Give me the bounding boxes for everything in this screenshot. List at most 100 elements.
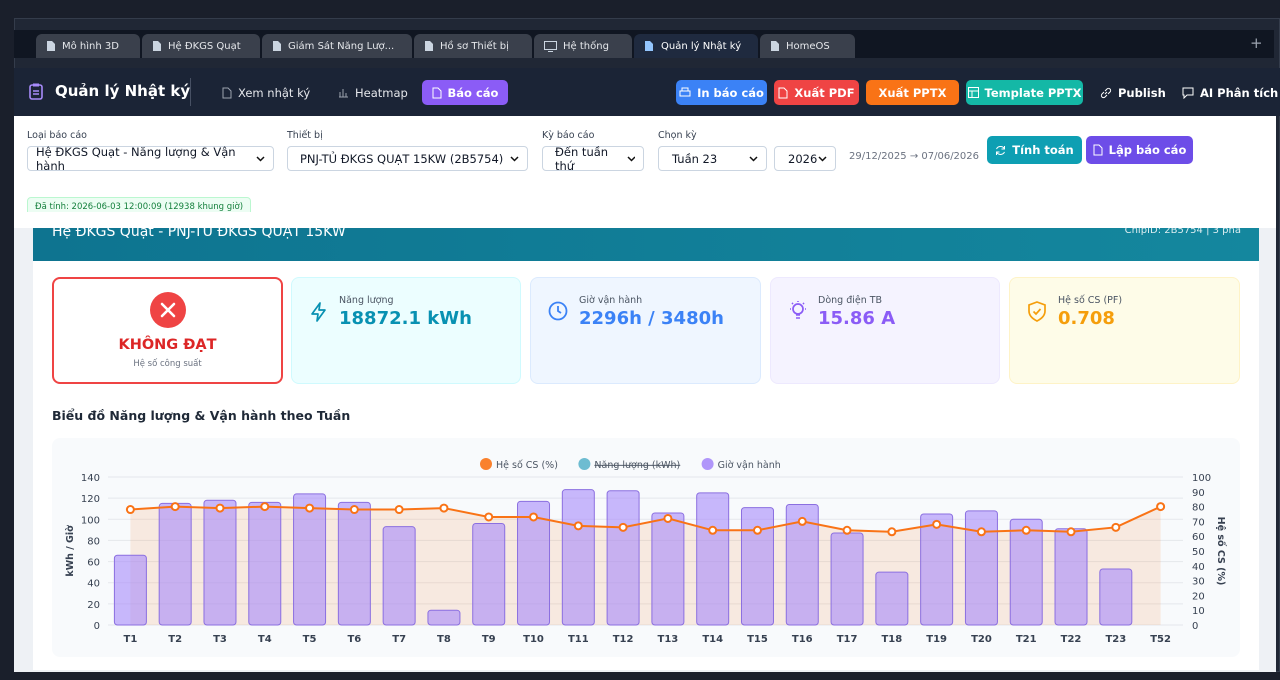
y2-tick-label: 60	[1192, 532, 1205, 543]
line-point	[439, 503, 449, 513]
select-value: Hệ ĐKGS Quạt - Năng lượng & Vận hành	[36, 144, 236, 173]
y2-tick-label: 40	[1192, 562, 1205, 573]
publish-button[interactable]: Publish	[1100, 80, 1166, 105]
select[interactable]: PNJ-TỦ ĐKGS QUẠT 15KW (2B5754)	[287, 146, 528, 171]
kpi-value: 15.86 A	[818, 308, 896, 329]
separator	[190, 78, 191, 106]
tab[interactable]: HomeOS	[760, 34, 855, 58]
y2-tick-label: 70	[1192, 517, 1205, 528]
line-point	[260, 502, 270, 512]
bar	[606, 490, 640, 626]
x-tick-label: T16	[792, 634, 813, 645]
x-tick-label: T11	[568, 634, 589, 645]
bar	[427, 609, 461, 626]
x-tick-label: T2	[168, 634, 182, 645]
line-point	[529, 512, 539, 522]
y2-tick-label: 20	[1192, 591, 1205, 602]
x-tick-label: T17	[837, 634, 858, 645]
kpi-card: Giờ vận hành 2296h / 3480h	[530, 277, 761, 384]
kpi-card: Hệ số CS (PF) 0.708	[1009, 277, 1240, 384]
y2-tick-label: 50	[1192, 547, 1205, 558]
kpi-value: 2296h / 3480h	[579, 308, 724, 329]
select[interactable]: Tuần 23	[658, 146, 767, 171]
kpi-label: Giờ vận hành	[579, 295, 643, 306]
legend-label: Hệ số CS (%)	[496, 460, 558, 471]
line-point	[708, 525, 718, 535]
nav-link[interactable]: Xem nhật ký	[222, 80, 310, 105]
report-meta: ChipID: 2B5754 | 3 pha	[1124, 225, 1241, 236]
line-point	[752, 525, 762, 535]
line	[130, 505, 1162, 533]
print-button[interactable]: In báo cáo	[676, 80, 767, 105]
x-tick-label: T6	[347, 634, 361, 645]
bar	[113, 554, 147, 626]
nav-label: Báo cáo	[447, 85, 499, 100]
field-label: Thiết bị	[287, 130, 323, 141]
x-tick-label: T10	[523, 634, 544, 645]
y-tick-label: 100	[81, 515, 100, 526]
tab[interactable]: Hệ thống	[534, 34, 632, 58]
template-button[interactable]: Template PPTX	[966, 80, 1083, 105]
bar	[920, 513, 954, 626]
tab[interactable]: Hồ sơ Thiết bị	[414, 34, 532, 58]
x-tick-label: T7	[392, 634, 406, 645]
status-note: Hệ số công suất	[133, 359, 202, 369]
y2-tick-label: 0	[1192, 621, 1198, 632]
chart-title: Biểu đồ Năng lượng & Vận hành theo Tuần	[52, 408, 351, 423]
tab-label: Mô hình 3D	[62, 40, 119, 52]
bar	[740, 507, 774, 626]
nav-active[interactable]: Báo cáo	[422, 80, 508, 105]
pdf-button[interactable]: Xuất PDF	[774, 80, 859, 105]
kpi-label: Năng lượng	[339, 295, 394, 306]
line-point	[1066, 527, 1076, 537]
tab-label: Giám Sát Năng Lượ...	[288, 40, 395, 52]
kpi-card: Dòng điện TB 15.86 A	[770, 277, 1000, 384]
select[interactable]: Hệ ĐKGS Quạt - Năng lượng & Vận hành	[27, 144, 274, 173]
build-report-button[interactable]: Lập báo cáo	[1086, 136, 1193, 164]
bar	[1099, 568, 1133, 626]
select[interactable]: 2026	[774, 146, 836, 171]
button-label: Publish	[1118, 85, 1166, 100]
y2-axis-label: Hệ số CS (%)	[1215, 517, 1226, 586]
filter-panel-edge	[14, 212, 1276, 228]
status-value: KHÔNG ĐẠT	[118, 337, 217, 353]
bar	[651, 512, 685, 626]
ai-button[interactable]: AI Phân tích	[1182, 80, 1278, 105]
nav-label: Xem nhật ký	[238, 85, 311, 100]
line-point	[932, 519, 942, 529]
nav-link[interactable]: Heatmap	[338, 80, 408, 105]
x-tick-label: T52	[1150, 634, 1171, 645]
line-point	[797, 516, 807, 526]
tab[interactable]: Mô hình 3D	[36, 34, 140, 58]
new-tab[interactable]: +	[1250, 34, 1263, 52]
kpi-value: 18872.1 kWh	[339, 308, 472, 329]
button-label: Xuất PDF	[794, 85, 855, 100]
tab-label: Quản lý Nhật ký	[661, 40, 742, 52]
y2-tick-label: 10	[1192, 606, 1205, 617]
pptx-button[interactable]: Xuất PPTX	[866, 80, 959, 105]
x-tick-label: T21	[1016, 634, 1037, 645]
line-point	[618, 522, 628, 532]
bar	[561, 489, 595, 626]
date-range: 29/12/2025 → 07/06/2026	[849, 151, 980, 162]
y2-tick-label: 30	[1192, 577, 1205, 588]
x-tick-label: T19	[926, 634, 947, 645]
legend-swatch	[578, 458, 591, 470]
x-tick-label: T5	[303, 634, 317, 645]
line-point	[663, 513, 673, 523]
button-label: Xuất PPTX	[878, 85, 947, 100]
tab-active[interactable]: Quản lý Nhật ký	[634, 34, 758, 58]
tab[interactable]: Hệ ĐKGS Quạt	[142, 34, 260, 58]
y2-tick-label: 90	[1192, 488, 1205, 499]
field-label: Kỳ báo cáo	[542, 130, 595, 141]
bar	[830, 532, 864, 626]
line-point	[1021, 525, 1031, 535]
y-tick-label: 120	[81, 494, 100, 505]
button-label: AI Phân tích	[1200, 85, 1279, 100]
select[interactable]: Đến tuần thứ	[542, 145, 644, 173]
compute-button[interactable]: Tính toán	[987, 136, 1082, 164]
tab[interactable]: Giám Sát Năng Lượ...	[262, 34, 412, 58]
legend-swatch	[480, 458, 492, 470]
